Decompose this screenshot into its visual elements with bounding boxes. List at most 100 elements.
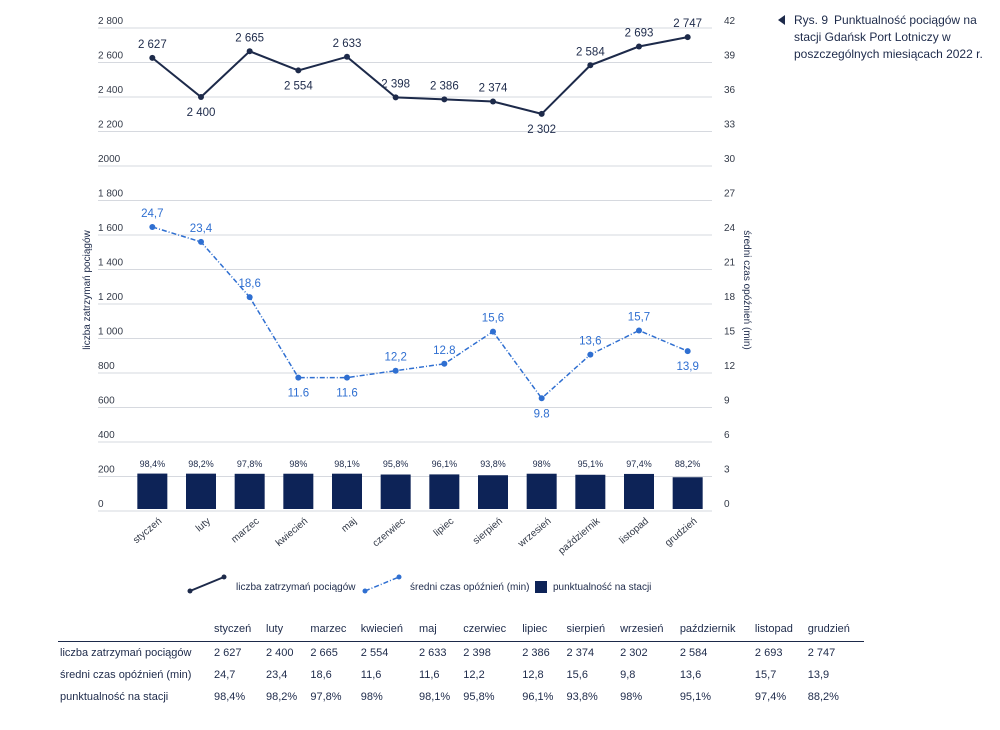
table-cell: 2 747 [807, 647, 836, 659]
bar-data-label: 88,2% [675, 459, 701, 469]
x-tick-label: listopad [617, 516, 650, 547]
bar-data-label: 97,8% [237, 459, 263, 469]
left-tick-label: 2 200 [98, 120, 123, 131]
left-tick-label: 2 400 [98, 85, 123, 96]
left-tick-label: 400 [98, 430, 115, 441]
stops-data-label: 2 374 [479, 82, 508, 94]
bar [283, 473, 314, 509]
stops-data-label: 2 665 [235, 32, 264, 44]
table-cell: 98,2% [266, 691, 298, 703]
table-cell: 2 627 [214, 647, 242, 659]
bar-data-label: 98% [289, 459, 307, 469]
stops-line [151, 36, 688, 116]
stops-point [490, 98, 496, 105]
delay-data-label: 15,6 [482, 313, 504, 325]
delay-line [152, 226, 688, 400]
table-header-cell [58, 620, 212, 642]
stops-point [538, 110, 545, 117]
table-cell: 93,8% [566, 691, 598, 703]
data-table: styczeń luty marzec kwiecień maj czerwiec lipi… [58, 620, 864, 708]
stops-data-label: 2 584 [576, 46, 605, 58]
stops-data-label: 2 633 [333, 38, 362, 50]
table-row-label: średni czas opóźnień (min) [60, 669, 192, 681]
bar [672, 477, 703, 509]
delay-point [149, 223, 156, 230]
x-tick-label: wrzesień [516, 516, 554, 550]
right-tick-label: 3 [724, 465, 730, 476]
x-tick-label: grudzień [663, 516, 699, 549]
stops-data-label: 2 398 [381, 78, 410, 90]
delay-data-label: 13,6 [579, 336, 601, 348]
right-tick-label: 30 [724, 154, 736, 165]
table-header-cell: marzec [308, 620, 359, 642]
legend-marker-delay-b [396, 574, 402, 580]
bar-data-label: 96,1% [432, 459, 458, 469]
table-cell: 2 374 [566, 647, 595, 659]
x-axis-ticks: styczeń luty marzec kwiecień maj czerwiec lipi… [131, 515, 699, 557]
chart: 98,4% 98,2% 97,8% 98% 98,1% 95,8% 96,1% 93,8% 98… [82, 16, 752, 594]
bar-data-label: 98,4% [140, 459, 166, 469]
left-tick-label: 1 600 [98, 223, 123, 234]
x-tick-label: czerwiec [371, 516, 408, 549]
delay-point [392, 367, 399, 374]
x-tick-label: styczeń [131, 516, 164, 546]
delay-data-label: 23,4 [190, 223, 213, 235]
delay-data-label: 12,2 [384, 352, 406, 364]
table-header-cell: wrzesień [618, 620, 678, 642]
right-tick-label: 15 [724, 327, 736, 338]
stops-point [246, 48, 253, 55]
bar [429, 474, 460, 509]
table-cell: 12,8 [522, 669, 544, 681]
figure-caption: Rys. 9 Punktualność pociągów na stacji Gd… [778, 12, 988, 63]
stops-point [149, 54, 156, 61]
table-cell: 2 386 [522, 647, 550, 659]
table-cell: 88,2% [807, 691, 839, 703]
table-cell: 15,6 [566, 669, 588, 681]
bar [234, 473, 265, 509]
left-tick-label: 2 600 [98, 51, 123, 62]
stops-point [441, 96, 448, 103]
stops-point [392, 94, 399, 101]
left-tick-label: 1 200 [98, 292, 123, 303]
stops-point [295, 67, 302, 74]
right-tick-label: 12 [724, 361, 736, 372]
stops-point [587, 62, 594, 69]
table-header-cell: październik [677, 620, 753, 642]
right-tick-label: 39 [724, 51, 736, 62]
legend-label-delay: średni czas opóźnień (min) [410, 582, 530, 593]
left-tick-label: 800 [98, 361, 115, 372]
table-cell: 2 633 [418, 647, 447, 659]
bar [186, 473, 216, 509]
chart-grid [98, 27, 712, 512]
table-header-cell: grudzień [805, 620, 864, 642]
legend-swatch-stops [189, 576, 225, 592]
right-tick-label: 21 [724, 258, 736, 269]
legend-label-punctuality: punktualność na stacji [553, 582, 651, 593]
table-cell: 13,9 [807, 669, 830, 681]
delay-point [636, 327, 642, 334]
x-tick-label: maj [340, 516, 359, 535]
table-cell: 2 693 [754, 647, 783, 659]
table-cell: 11,6 [418, 669, 440, 681]
right-axis-title: średni czas opóźnień (min) [741, 230, 752, 350]
delay-point [684, 348, 691, 355]
left-tick-label: 1 000 [98, 327, 123, 338]
table-cell: 2 584 [679, 647, 708, 659]
table-header-cell: styczeń [212, 620, 264, 642]
table-row: liczba zatrzymań pociągów 2 627 2 400 2 665… [58, 642, 864, 665]
table-cell: 2 398 [463, 647, 491, 659]
table-cell: 98% [360, 691, 383, 703]
delay-data-label: 13,9 [676, 361, 698, 373]
x-tick-label: sierpień [471, 516, 505, 547]
table-row-label: liczba zatrzymań pociągów [60, 647, 192, 659]
bar [526, 473, 557, 509]
table-cell: 9,8 [620, 669, 636, 681]
bar [624, 473, 654, 509]
table-cell: 97,8% [310, 691, 342, 703]
stops-data-label: 2 747 [673, 18, 702, 30]
left-tick-label: 0 [98, 499, 104, 510]
table-header-cell: kwiecień [358, 620, 417, 642]
table-body: liczba zatrzymań pociągów 2 627 2 400 2 665… [58, 642, 864, 709]
delay-point [587, 351, 594, 358]
delay-data-label: 9.8 [534, 408, 550, 420]
